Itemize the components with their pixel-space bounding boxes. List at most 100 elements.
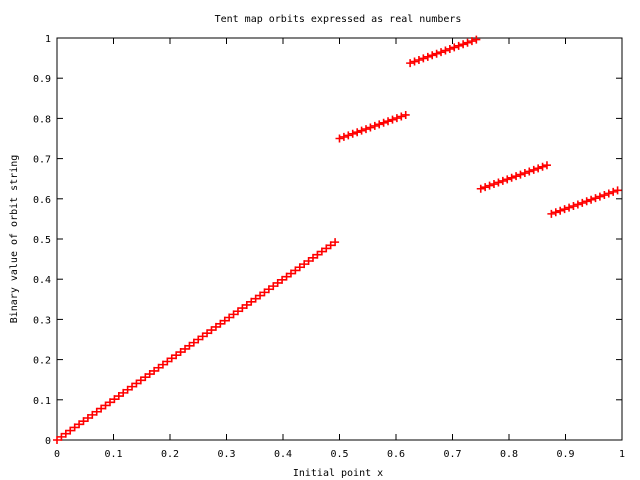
data-point <box>128 382 137 391</box>
data-point <box>211 322 220 331</box>
y-tick-label: 0.6 <box>33 195 51 206</box>
data-point <box>569 202 578 211</box>
data-point <box>494 178 503 187</box>
data-point <box>459 40 468 49</box>
data-point <box>163 357 172 366</box>
data-point <box>136 376 145 385</box>
data-point <box>419 54 428 63</box>
data-point <box>207 326 216 335</box>
x-tick-label: 0.6 <box>387 449 405 460</box>
y-tick-label: 0.9 <box>33 74 51 85</box>
data-point <box>489 180 498 189</box>
data-point <box>176 348 185 357</box>
data-point <box>233 307 242 316</box>
data-point <box>613 186 622 195</box>
data-point <box>119 388 128 397</box>
data-point <box>185 341 194 350</box>
data-point <box>397 112 406 121</box>
data-point <box>503 175 512 184</box>
data-point <box>587 195 596 204</box>
data-point <box>216 319 225 328</box>
data-point <box>141 373 150 382</box>
data-point <box>158 360 167 369</box>
y-tick-label: 0.5 <box>33 235 51 246</box>
data-point <box>353 128 362 137</box>
data-point <box>181 344 190 353</box>
data-point <box>264 285 273 294</box>
data-point <box>507 173 516 182</box>
data-point <box>97 404 106 413</box>
data-point <box>66 426 75 435</box>
data-point <box>309 253 318 262</box>
data-point <box>295 263 304 272</box>
x-tick-label: 0.5 <box>330 449 348 460</box>
data-point <box>551 208 560 217</box>
y-tick-label: 0.7 <box>33 155 51 166</box>
data-point <box>344 131 353 140</box>
data-point <box>238 304 247 313</box>
data-point <box>463 38 472 47</box>
data-point <box>145 370 154 379</box>
data-point <box>198 332 207 341</box>
data-point <box>70 423 79 432</box>
data-point <box>428 51 437 60</box>
data-point <box>450 43 459 52</box>
x-axis-label: Initial point x <box>293 468 383 479</box>
data-point <box>88 410 97 419</box>
data-points <box>53 35 622 444</box>
data-point <box>406 59 415 68</box>
data-point <box>317 247 326 256</box>
data-point <box>132 379 141 388</box>
data-point <box>220 316 229 325</box>
data-point <box>472 35 481 44</box>
data-point <box>105 398 114 407</box>
data-point <box>101 401 110 410</box>
data-point <box>556 206 565 215</box>
data-point <box>251 294 260 303</box>
data-point <box>331 238 340 247</box>
data-point <box>339 132 348 141</box>
data-point <box>604 189 613 198</box>
data-point <box>110 395 119 404</box>
x-tick-label: 0.4 <box>274 449 292 460</box>
data-point <box>582 197 591 206</box>
y-tick-label: 0.1 <box>33 396 51 407</box>
data-point <box>357 126 366 135</box>
data-point <box>573 200 582 209</box>
data-point <box>225 313 234 322</box>
data-point <box>516 170 525 179</box>
data-point <box>92 407 101 416</box>
y-tick-label: 0 <box>45 436 51 447</box>
y-tick-label: 0.8 <box>33 114 51 125</box>
data-point <box>595 192 604 201</box>
data-point <box>379 118 388 127</box>
data-point <box>150 366 159 375</box>
data-point <box>609 187 618 196</box>
x-tick-label: 0.1 <box>104 449 122 460</box>
data-point <box>300 260 309 269</box>
data-point <box>278 275 287 284</box>
data-point <box>467 37 476 46</box>
data-point <box>388 115 397 124</box>
data-point <box>423 52 432 61</box>
data-point <box>481 183 490 192</box>
data-point <box>370 121 379 130</box>
data-point <box>313 250 322 259</box>
data-point <box>53 436 61 444</box>
data-point <box>410 57 419 66</box>
data-point <box>392 114 401 123</box>
data-point <box>454 41 463 50</box>
data-point <box>485 181 494 190</box>
data-point <box>512 172 521 181</box>
data-point <box>247 297 256 306</box>
y-axis-label: Binary value of orbit string <box>9 155 20 324</box>
data-point <box>203 329 212 338</box>
x-tick-label: 1 <box>619 449 625 460</box>
x-tick-label: 0.2 <box>161 449 179 460</box>
data-point <box>154 363 163 372</box>
data-point <box>600 191 609 200</box>
data-point <box>401 110 410 119</box>
data-point <box>565 203 574 212</box>
data-point <box>123 385 132 394</box>
axis-ticks: 0 0.1 0.2 0.3 0.4 0.5 0.6 0.7 0.8 0.9 1 0 0.1 0.2 0.3 0… <box>33 34 625 460</box>
